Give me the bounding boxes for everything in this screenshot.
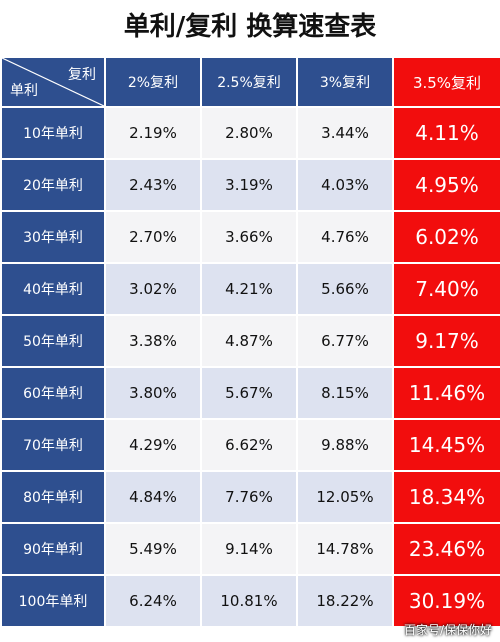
value-cell: 18.22% bbox=[296, 574, 394, 628]
page-title: 单利/复利 换算速查表 bbox=[123, 12, 377, 42]
row-label: 40年单利 bbox=[0, 262, 106, 316]
value-cell-highlight: 14.45% bbox=[392, 418, 500, 472]
value-cell: 3.19% bbox=[200, 158, 298, 212]
row-label: 100年单利 bbox=[0, 574, 106, 628]
value-cell-highlight: 23.46% bbox=[392, 522, 500, 576]
value-cell: 6.77% bbox=[296, 314, 394, 368]
value-cell: 5.66% bbox=[296, 262, 394, 316]
value-cell: 10.81% bbox=[200, 574, 298, 628]
table-row: 90年单利 5.49% 9.14% 14.78% 23.46% bbox=[0, 522, 500, 576]
value-cell: 3.80% bbox=[104, 366, 202, 420]
value-cell: 2.70% bbox=[104, 210, 202, 264]
value-cell: 5.49% bbox=[104, 522, 202, 576]
table-row: 40年单利 3.02% 4.21% 5.66% 7.40% bbox=[0, 262, 500, 316]
table-row: 50年单利 3.38% 4.87% 6.77% 9.17% bbox=[0, 314, 500, 368]
value-cell: 4.29% bbox=[104, 418, 202, 472]
value-cell-highlight: 18.34% bbox=[392, 470, 500, 524]
row-label: 30年单利 bbox=[0, 210, 106, 264]
column-header-highlight: 3.5%复利 bbox=[392, 56, 500, 108]
value-cell: 2.19% bbox=[104, 106, 202, 160]
value-cell: 9.88% bbox=[296, 418, 394, 472]
value-cell: 3.66% bbox=[200, 210, 298, 264]
value-cell: 4.84% bbox=[104, 470, 202, 524]
row-label: 60年单利 bbox=[0, 366, 106, 420]
table-row: 60年单利 3.80% 5.67% 8.15% 11.46% bbox=[0, 366, 500, 420]
value-cell-highlight: 4.11% bbox=[392, 106, 500, 160]
corner-label-compound: 复利 bbox=[68, 67, 96, 83]
row-label: 80年单利 bbox=[0, 470, 106, 524]
column-header: 2.5%复利 bbox=[200, 56, 298, 108]
value-cell-highlight: 7.40% bbox=[392, 262, 500, 316]
watermark: 百家号/保保你好 bbox=[403, 623, 492, 637]
value-cell-highlight: 9.17% bbox=[392, 314, 500, 368]
value-cell: 6.24% bbox=[104, 574, 202, 628]
value-cell: 3.02% bbox=[104, 262, 202, 316]
row-label: 70年单利 bbox=[0, 418, 106, 472]
conversion-table: 复利 单利 2%复利 2.5%复利 3%复利 3.5%复利 10年单利 2.19%… bbox=[0, 56, 500, 628]
value-cell: 14.78% bbox=[296, 522, 394, 576]
table-row: 30年单利 2.70% 3.66% 4.76% 6.02% bbox=[0, 210, 500, 264]
value-cell: 4.76% bbox=[296, 210, 394, 264]
row-label: 10年单利 bbox=[0, 106, 106, 160]
corner-header-cell: 复利 单利 bbox=[0, 56, 106, 108]
value-cell: 9.14% bbox=[200, 522, 298, 576]
column-header: 3%复利 bbox=[296, 56, 394, 108]
value-cell-highlight: 11.46% bbox=[392, 366, 500, 420]
value-cell: 4.87% bbox=[200, 314, 298, 368]
table-row: 80年单利 4.84% 7.76% 12.05% 18.34% bbox=[0, 470, 500, 524]
value-cell: 8.15% bbox=[296, 366, 394, 420]
value-cell: 3.44% bbox=[296, 106, 394, 160]
value-cell-highlight: 30.19% bbox=[392, 574, 500, 628]
value-cell-highlight: 6.02% bbox=[392, 210, 500, 264]
diagonal-line bbox=[2, 58, 104, 106]
value-cell-highlight: 4.95% bbox=[392, 158, 500, 212]
value-cell: 7.76% bbox=[200, 470, 298, 524]
table-row: 100年单利 6.24% 10.81% 18.22% 30.19% bbox=[0, 574, 500, 628]
value-cell: 4.21% bbox=[200, 262, 298, 316]
value-cell: 6.62% bbox=[200, 418, 298, 472]
value-cell: 4.03% bbox=[296, 158, 394, 212]
value-cell: 2.43% bbox=[104, 158, 202, 212]
row-label: 90年单利 bbox=[0, 522, 106, 576]
value-cell: 12.05% bbox=[296, 470, 394, 524]
corner-label-simple: 单利 bbox=[10, 83, 38, 99]
table-header-row: 复利 单利 2%复利 2.5%复利 3%复利 3.5%复利 bbox=[0, 56, 500, 108]
column-header: 2%复利 bbox=[104, 56, 202, 108]
row-label: 20年单利 bbox=[0, 158, 106, 212]
value-cell: 3.38% bbox=[104, 314, 202, 368]
value-cell: 5.67% bbox=[200, 366, 298, 420]
table-row: 20年单利 2.43% 3.19% 4.03% 4.95% bbox=[0, 158, 500, 212]
value-cell: 2.80% bbox=[200, 106, 298, 160]
row-label: 50年单利 bbox=[0, 314, 106, 368]
table-row: 10年单利 2.19% 2.80% 3.44% 4.11% bbox=[0, 106, 500, 160]
table-row: 70年单利 4.29% 6.62% 9.88% 14.45% bbox=[0, 418, 500, 472]
